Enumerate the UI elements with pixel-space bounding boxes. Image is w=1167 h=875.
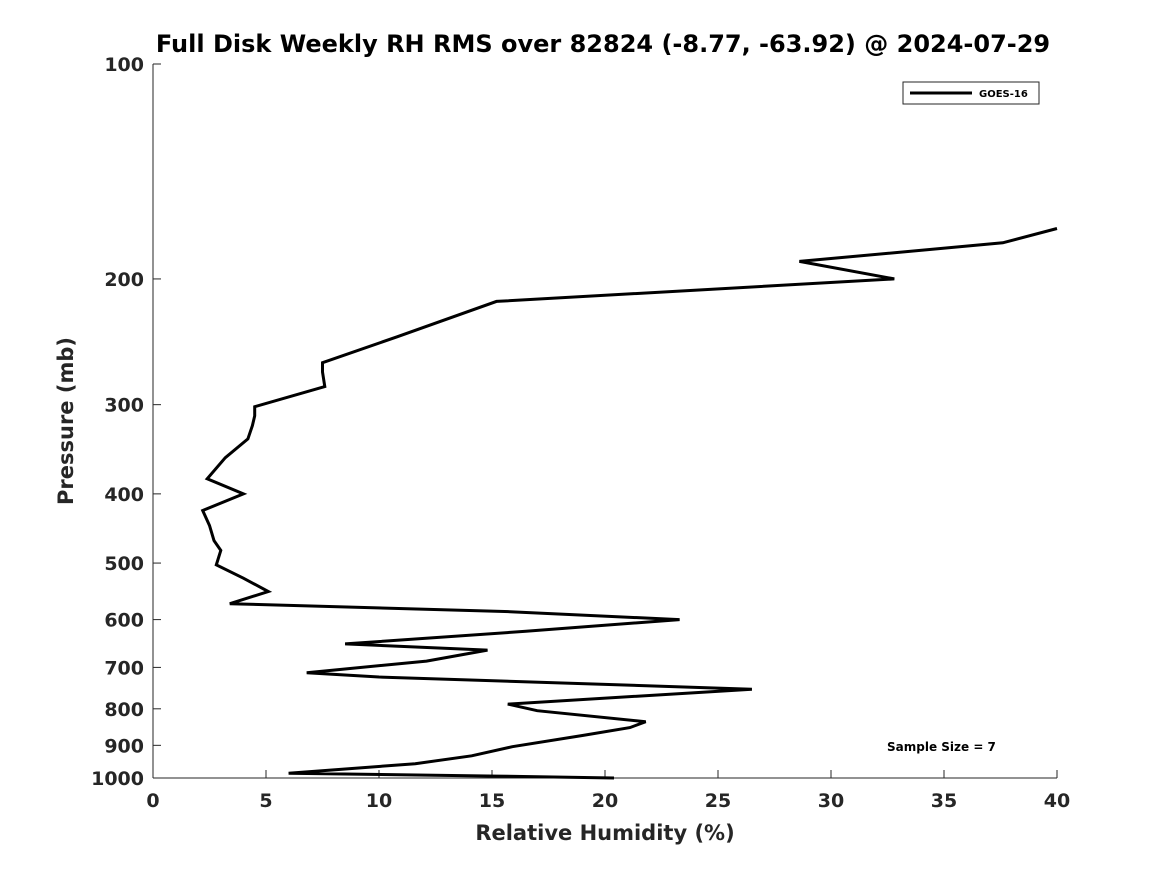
y-tick-label: 700 [104, 657, 144, 679]
y-tick-label: 600 [104, 610, 144, 632]
y-tick-label: 500 [104, 553, 144, 575]
x-tick-label: 20 [592, 790, 618, 812]
y-tick-label: 1000 [91, 768, 144, 790]
sample-size-annotation: Sample Size = 7 [887, 740, 996, 754]
x-ticks: 0 5 10 15 20 25 30 35 40 [146, 770, 1070, 812]
x-tick-label: 5 [259, 790, 272, 812]
legend: GOES-16 [902, 81, 1040, 105]
series-layer [200, 227, 1058, 780]
x-tick-label: 15 [479, 790, 505, 812]
x-tick-label: 35 [931, 790, 957, 812]
x-axis-label: Relative Humidity (%) [475, 821, 734, 845]
x-tick-label: 30 [818, 790, 844, 812]
y-tick-label: 900 [104, 735, 144, 757]
x-tick-label: 0 [146, 790, 159, 812]
legend-label-goes-16: GOES-16 [979, 89, 1028, 100]
y-tick-label: 200 [104, 269, 144, 291]
y-ticks: 100 200 300 400 500 600 700 800 900 1000 [91, 54, 161, 790]
plot-area [153, 64, 1057, 778]
chart-title: Full Disk Weekly RH RMS over 82824 (-8.7… [156, 30, 1050, 58]
x-tick-label: 25 [705, 790, 731, 812]
y-tick-label: 400 [104, 484, 144, 506]
axes [152, 64, 1057, 779]
y-tick-label: 300 [104, 395, 144, 417]
x-tick-label: 10 [366, 790, 392, 812]
series-line-goes-16 [200, 227, 1058, 780]
x-tick-label: 40 [1044, 790, 1070, 812]
y-tick-label: 100 [104, 54, 144, 76]
y-tick-label: 800 [104, 699, 144, 721]
y-axis-label: Pressure (mb) [54, 337, 78, 505]
